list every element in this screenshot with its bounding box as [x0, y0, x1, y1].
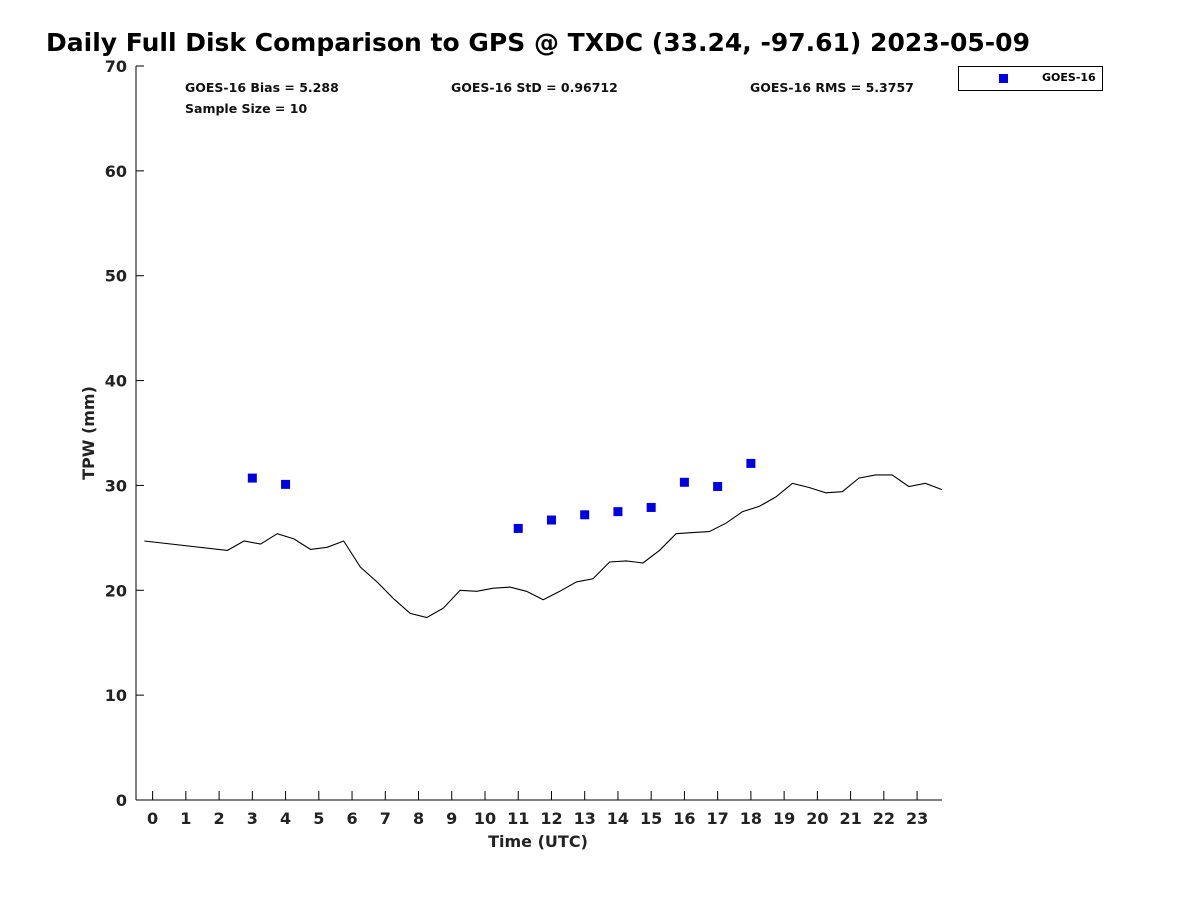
- x-tick-label: 6: [346, 809, 357, 828]
- x-tick-label: 1: [180, 809, 191, 828]
- x-tick-label: 17: [707, 809, 729, 828]
- legend-marker-goes16: [999, 74, 1008, 83]
- y-tick-label: 60: [105, 162, 127, 181]
- goes16-point: [613, 507, 623, 517]
- x-tick-label: 14: [607, 809, 629, 828]
- goes16-point: [580, 510, 590, 520]
- y-axis-label: TPW (mm): [79, 386, 98, 480]
- legend: GOES-16: [958, 66, 1103, 91]
- x-tick-label: 4: [280, 809, 291, 828]
- goes16-point: [513, 523, 523, 533]
- line-layer: [144, 474, 943, 619]
- x-tick-label: 23: [906, 809, 928, 828]
- y-tick-label: 70: [105, 57, 127, 76]
- axes-layer: [135, 66, 942, 801]
- x-tick-label: 22: [873, 809, 895, 828]
- goes16-point: [713, 481, 723, 491]
- legend-label-goes16: GOES-16: [1042, 71, 1096, 84]
- x-tick-label: 10: [474, 809, 496, 828]
- x-tick-label: 12: [540, 809, 562, 828]
- goes16-point: [247, 473, 257, 483]
- x-tick-label: 2: [214, 809, 225, 828]
- x-tick-label: 3: [247, 809, 258, 828]
- x-tick-label: 13: [574, 809, 596, 828]
- x-tick-label: 9: [446, 809, 457, 828]
- x-tick-label: 7: [380, 809, 391, 828]
- y-tick-label: 0: [116, 791, 127, 810]
- goes16-point: [679, 477, 689, 487]
- sample-size-stat: Sample Size = 10: [185, 101, 308, 116]
- y-tick-label: 20: [105, 581, 127, 600]
- x-tick-label: 11: [507, 809, 529, 828]
- x-tick-label: 21: [839, 809, 861, 828]
- goes16-point: [646, 502, 656, 512]
- y-tick-label: 30: [105, 476, 127, 495]
- goes16-point: [746, 458, 756, 468]
- x-tick-label: 20: [806, 809, 828, 828]
- x-tick-label: 18: [740, 809, 762, 828]
- y-tick-label: 50: [105, 267, 127, 286]
- rms-stat: GOES-16 RMS = 5.3757: [750, 80, 914, 95]
- x-axis-label: Time (UTC): [488, 832, 588, 851]
- gps-tpw-line: [144, 474, 943, 619]
- bias-stat: GOES-16 Bias = 5.288: [185, 80, 339, 95]
- x-tick-label: 0: [147, 809, 158, 828]
- x-tick-label: 16: [673, 809, 695, 828]
- y-tick-label: 40: [105, 372, 127, 391]
- x-tick-label: 8: [413, 809, 424, 828]
- x-tick-label: 5: [313, 809, 324, 828]
- x-tick-label: 19: [773, 809, 795, 828]
- std-stat: GOES-16 StD = 0.96712: [451, 80, 618, 95]
- goes16-point: [546, 515, 556, 525]
- x-tick-label: 15: [640, 809, 662, 828]
- chart-title: Daily Full Disk Comparison to GPS @ TXDC…: [46, 28, 1030, 57]
- goes16-point: [281, 479, 291, 489]
- y-tick-label: 10: [105, 686, 127, 705]
- marker-layer: [247, 458, 756, 533]
